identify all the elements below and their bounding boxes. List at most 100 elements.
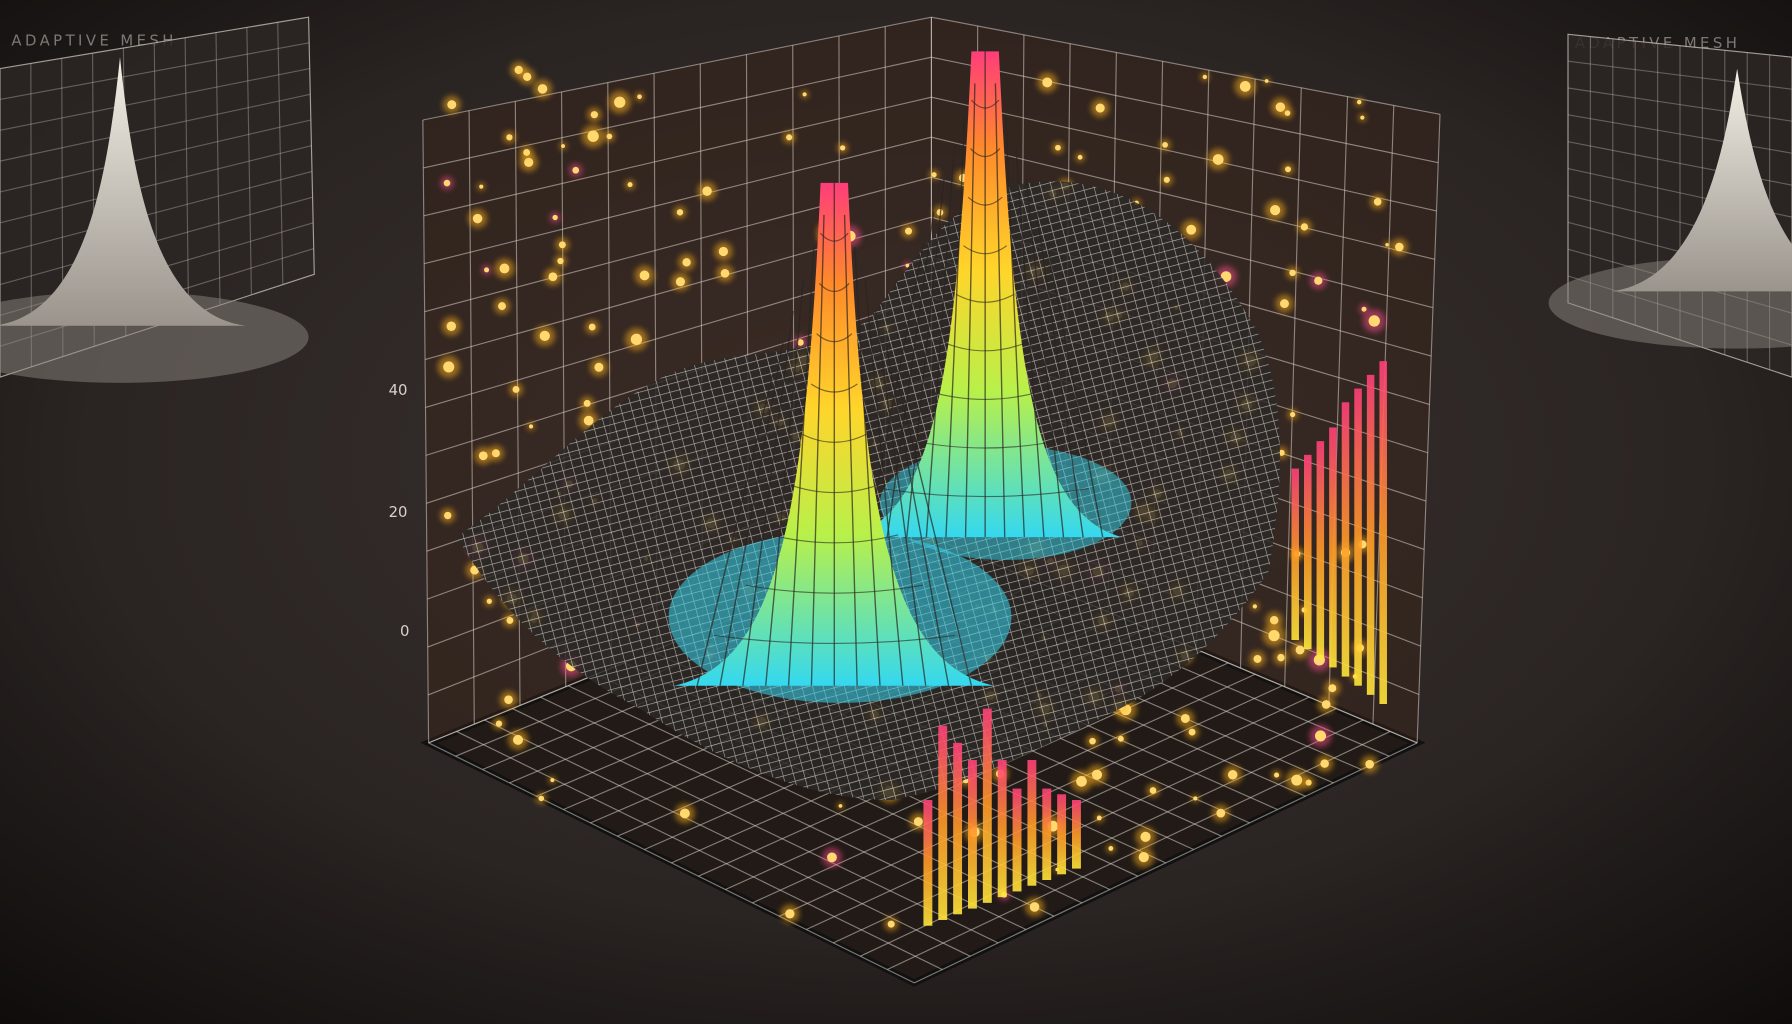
particle — [513, 734, 524, 745]
bar — [1366, 374, 1375, 695]
particle — [682, 258, 691, 267]
peak-rib — [874, 310, 927, 686]
particle — [504, 695, 513, 704]
peak-rib — [945, 115, 966, 538]
particle — [479, 184, 484, 189]
particle — [1295, 645, 1305, 655]
peak-ring — [908, 439, 1063, 449]
particle — [1076, 776, 1087, 787]
grid-line — [422, 16, 932, 121]
particle — [1320, 759, 1329, 768]
particle — [550, 778, 555, 783]
particle — [478, 451, 488, 461]
particle — [905, 263, 910, 268]
peak-ring — [816, 333, 853, 343]
particle — [447, 100, 457, 110]
particle — [590, 111, 598, 119]
panel-peak — [0, 57, 246, 326]
peak-rib — [925, 147, 955, 538]
particle — [524, 157, 534, 168]
particle — [1089, 737, 1096, 745]
panel-grid — [0, 93, 311, 162]
particle — [1186, 224, 1197, 235]
panel-grid — [184, 37, 190, 316]
particle — [1368, 315, 1380, 327]
particle — [1395, 242, 1404, 252]
bar — [1379, 361, 1387, 704]
particle — [446, 321, 457, 331]
particle — [639, 270, 650, 281]
particle — [675, 277, 686, 287]
particle — [523, 72, 532, 81]
particle — [548, 272, 558, 282]
bar — [1072, 800, 1081, 869]
particle — [786, 134, 793, 141]
peak-ring — [810, 383, 858, 393]
particle — [1284, 110, 1291, 116]
peak-rib — [742, 310, 794, 686]
peak-ring — [819, 232, 849, 242]
particle — [1096, 815, 1102, 821]
particle — [1220, 271, 1232, 282]
peak-rib — [854, 246, 881, 686]
axis-labels: 40 20 0 — [389, 381, 410, 640]
particle — [587, 130, 599, 142]
panel-grid — [215, 32, 221, 306]
particle — [785, 909, 795, 919]
peak-rib — [895, 374, 973, 686]
particle — [1321, 700, 1331, 709]
grid-line — [422, 119, 430, 743]
particle — [1289, 411, 1296, 418]
particle — [679, 808, 690, 819]
peak-rib — [787, 246, 815, 686]
grid-line — [424, 136, 932, 265]
particle — [1269, 615, 1279, 625]
peak-rib — [765, 278, 805, 686]
particle — [931, 172, 937, 178]
peak-ring — [745, 584, 923, 594]
particle — [588, 323, 596, 331]
bar — [1341, 402, 1350, 677]
bar — [982, 708, 992, 903]
peak-rib — [864, 278, 904, 686]
particle — [1149, 787, 1157, 794]
particle — [627, 182, 633, 188]
peak-ring — [928, 390, 1042, 400]
particle — [1118, 735, 1124, 742]
particle — [1252, 604, 1258, 609]
particle — [1055, 144, 1061, 151]
grid-line — [423, 56, 932, 169]
peak-rib — [810, 214, 825, 686]
bars — [923, 361, 1387, 926]
particle — [583, 399, 591, 407]
particle — [1356, 99, 1362, 105]
particle — [1216, 808, 1226, 818]
grid-line — [833, 708, 1337, 944]
bar — [1316, 441, 1325, 659]
particle — [1042, 77, 1053, 88]
particle — [1140, 831, 1151, 842]
particle — [913, 817, 923, 827]
particle — [1291, 774, 1303, 786]
bar — [938, 725, 948, 920]
bar — [997, 760, 1007, 898]
particle — [537, 84, 548, 94]
peak-ring — [818, 283, 850, 292]
side-panels: ADAPTIVE MESH ADAPTIVE MESH — [0, 16, 1792, 383]
peaks — [674, 51, 1123, 686]
left-panel-title: ADAPTIVE MESH — [11, 32, 176, 50]
grid-line — [423, 96, 932, 217]
peak-rib — [1005, 115, 1026, 538]
particle — [1202, 74, 1207, 80]
particle — [1361, 306, 1367, 312]
particle — [512, 386, 520, 393]
bar — [1354, 388, 1362, 686]
particle — [1188, 728, 1196, 736]
particle — [443, 179, 451, 187]
bar — [1042, 788, 1052, 880]
bar — [1329, 427, 1337, 668]
particle — [676, 209, 684, 216]
particle — [1289, 269, 1296, 277]
panel-grid — [246, 27, 252, 295]
particle — [1285, 166, 1291, 173]
